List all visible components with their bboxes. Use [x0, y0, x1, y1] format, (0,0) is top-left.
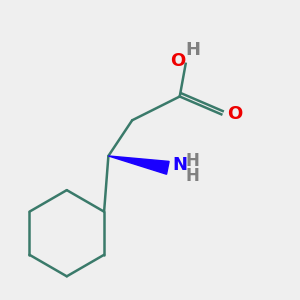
- Text: O: O: [227, 105, 242, 123]
- Text: H: H: [186, 41, 201, 59]
- Text: H: H: [185, 167, 199, 184]
- Text: N: N: [172, 156, 187, 174]
- Polygon shape: [108, 156, 169, 174]
- Text: O: O: [170, 52, 185, 70]
- Text: H: H: [185, 152, 199, 170]
